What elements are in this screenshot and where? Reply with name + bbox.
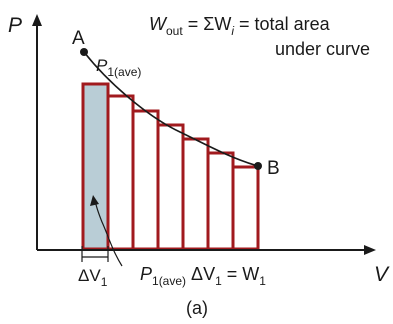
x-axis-arrow-icon [364, 245, 376, 255]
equation-bottom: P1(ave) ΔV1 = W1 [140, 264, 266, 288]
point-b-dot [254, 162, 262, 170]
point-a-label: A [72, 28, 85, 49]
shaded-bar [81, 82, 110, 251]
area-bar [181, 137, 210, 251]
pointer-arrow-icon [90, 195, 99, 206]
y-axis-label: P [8, 14, 22, 37]
equation-top-line2: under curve [275, 39, 370, 59]
p1-ave-label: P1(ave) [96, 56, 141, 79]
x-axis-label: V [374, 263, 390, 286]
area-bar [206, 151, 235, 251]
point-b-label: B [267, 158, 280, 179]
delta-v-label: ΔV1 [78, 266, 108, 289]
pressure-curve [83, 51, 259, 167]
area-bar [131, 109, 160, 251]
pointer-line [94, 199, 123, 267]
area-bars [81, 82, 260, 251]
y-axis-arrow-icon [32, 14, 42, 26]
area-bar [231, 165, 260, 251]
figure-caption: (a) [186, 298, 208, 318]
area-bar [156, 123, 185, 251]
point-a-dot [80, 48, 88, 56]
equation-top: Wout = ΣWi = total area [149, 14, 331, 38]
area-bar [106, 94, 135, 251]
